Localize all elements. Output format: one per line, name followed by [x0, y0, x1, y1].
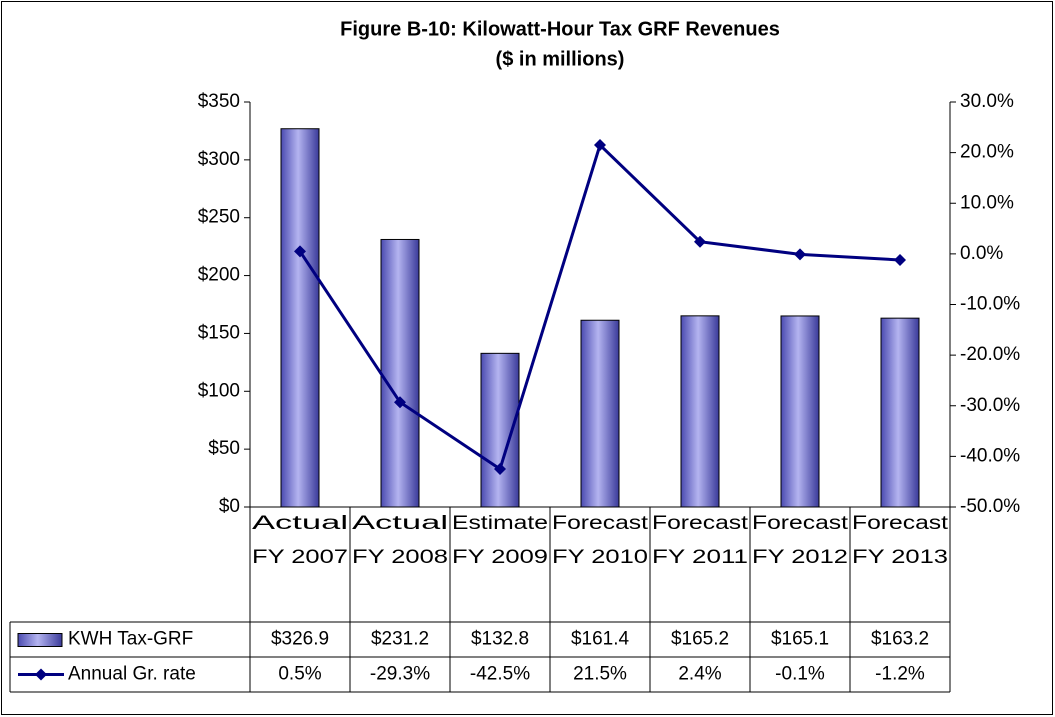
marker	[694, 235, 706, 248]
marker	[594, 139, 606, 152]
y2-tick-label: -20.0%	[960, 344, 1020, 365]
y2-tick-label: 0.0%	[960, 243, 1003, 264]
x-tick-label: Forecast	[852, 513, 949, 534]
bar	[580, 319, 620, 508]
x-tick-label: Forecast	[752, 513, 849, 534]
y-tick-label: $100	[198, 380, 240, 401]
legend-marker	[35, 668, 47, 681]
y-tick-label: $200	[198, 265, 240, 286]
table-value: $231.2	[371, 629, 429, 650]
x-tick-label: FY 2011	[652, 547, 748, 568]
y-tick-label: $250	[198, 207, 240, 228]
table-value: $165.1	[771, 629, 829, 650]
marker	[394, 396, 406, 409]
table-value: $161.4	[571, 629, 630, 650]
x-tick-label: Estimate	[452, 513, 548, 534]
x-tick-label: Actual	[252, 513, 348, 534]
marker	[894, 253, 906, 266]
table-value: $165.2	[671, 629, 729, 650]
bar	[380, 238, 420, 508]
x-tick-label: FY 2008	[352, 547, 448, 568]
bar	[280, 128, 320, 508]
table-value: -1.2%	[875, 664, 925, 685]
y-tick-label: $300	[198, 149, 240, 170]
y2-tick-label: -50.0%	[960, 496, 1020, 517]
legend-swatch	[17, 633, 63, 647]
legend-label: KWH Tax-GRF	[68, 629, 193, 650]
x-tick-label: FY 2012	[752, 547, 848, 568]
x-tick-label: Forecast	[652, 513, 749, 534]
y2-tick-label: 10.0%	[960, 192, 1014, 213]
table-value: -29.3%	[370, 664, 430, 685]
table-value: 21.5%	[573, 664, 627, 685]
x-tick-label: Actual	[352, 513, 448, 534]
table-value: -0.1%	[775, 664, 825, 685]
marker	[794, 248, 806, 261]
y2-tick-label: -10.0%	[960, 294, 1020, 315]
bar	[880, 317, 920, 508]
table-value: $326.9	[271, 629, 329, 650]
y2-tick-label: 30.0%	[960, 91, 1014, 112]
y-tick-label: $150	[198, 322, 240, 343]
legend-label: Annual Gr. rate	[68, 664, 196, 685]
marker	[294, 245, 306, 258]
y-tick-label: $350	[198, 91, 240, 112]
chart-title: Figure B-10: Kilowatt-Hour Tax GRF Reven…	[340, 18, 780, 40]
y2-tick-label: 20.0%	[960, 142, 1014, 163]
table-value: 2.4%	[678, 664, 721, 685]
chart-subtitle: ($ in millions)	[496, 48, 625, 70]
table-value: -42.5%	[470, 664, 530, 685]
x-tick-label: FY 2009	[452, 547, 548, 568]
x-tick-label: FY 2013	[852, 547, 948, 568]
x-tick-label: Forecast	[552, 513, 649, 534]
bar	[680, 315, 720, 508]
y-tick-label: $0	[219, 496, 240, 517]
table-value: 0.5%	[278, 664, 321, 685]
bar	[780, 315, 820, 508]
y2-tick-label: -40.0%	[960, 445, 1020, 466]
table-value: $163.2	[871, 629, 929, 650]
table-value: $132.8	[471, 629, 529, 650]
y-tick-label: $50	[208, 438, 240, 459]
marker	[494, 463, 506, 476]
y2-tick-label: -30.0%	[960, 395, 1020, 416]
x-tick-label: FY 2010	[552, 547, 648, 568]
x-tick-label: FY 2007	[252, 547, 348, 568]
